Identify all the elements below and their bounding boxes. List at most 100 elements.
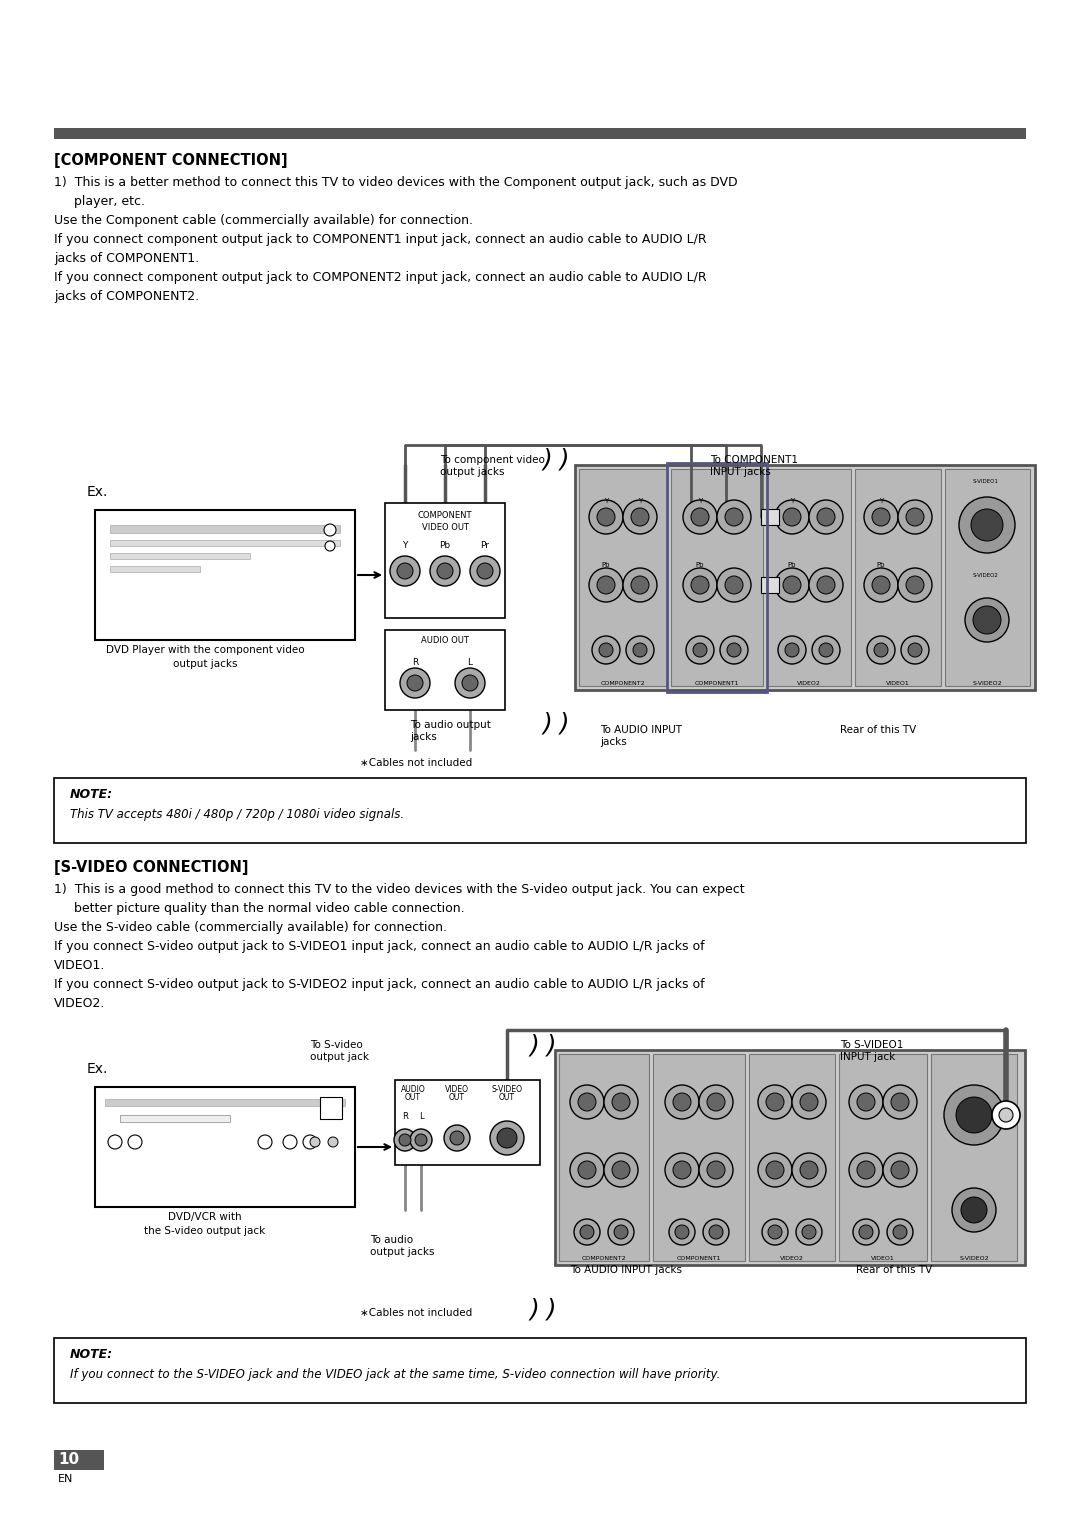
Circle shape [328,1137,338,1148]
Text: ) ): ) ) [530,1297,557,1322]
Circle shape [809,500,843,533]
Circle shape [816,576,835,594]
Circle shape [691,507,708,526]
Text: L: L [419,1112,423,1122]
Circle shape [699,1085,733,1118]
Circle shape [703,1219,729,1245]
Circle shape [897,500,932,533]
Circle shape [683,500,717,533]
Circle shape [725,507,743,526]
Bar [384,630,505,711]
Circle shape [708,1225,723,1239]
Text: Y: Y [604,498,608,504]
Text: R: R [411,659,418,668]
Circle shape [816,507,835,526]
Circle shape [410,1129,432,1151]
Circle shape [853,1219,879,1245]
Text: ) ): ) ) [543,448,570,472]
Circle shape [673,1161,691,1180]
Text: VIDEO: VIDEO [445,1085,469,1094]
Text: If you connect S-video output jack to S-VIDEO2 input jack, connect an audio cabl: If you connect S-video output jack to S-… [54,978,704,992]
Text: S-VIDEO: S-VIDEO [491,1085,523,1094]
Bar [54,1339,1026,1403]
Text: AUDIO: AUDIO [401,1085,426,1094]
Text: jacks of COMPONENT1.: jacks of COMPONENT1. [54,252,199,264]
Text: To S-video
output jack: To S-video output jack [310,1041,369,1062]
Text: This TV accepts 480i / 480p / 720p / 1080i video signals.: This TV accepts 480i / 480p / 720p / 108… [70,808,404,821]
Circle shape [883,1154,917,1187]
Text: 1)  This is a better method to connect this TV to video devices with the Compone: 1) This is a better method to connect th… [54,176,738,189]
Circle shape [901,636,929,665]
Circle shape [762,1219,788,1245]
Circle shape [859,1225,873,1239]
Circle shape [450,1131,464,1144]
Circle shape [407,675,423,691]
Text: Y: Y [879,498,883,504]
Circle shape [956,1097,993,1132]
Text: better picture quality than the normal video cable connection.: better picture quality than the normal v… [54,902,464,915]
Text: OUT: OUT [405,1093,421,1102]
Bar [667,463,767,692]
Text: DVD/VCR with: DVD/VCR with [168,1212,242,1222]
Text: player, etc.: player, etc. [54,196,145,208]
Circle shape [961,1196,987,1222]
Circle shape [874,643,888,657]
Circle shape [864,500,897,533]
Circle shape [604,1154,638,1187]
Text: If you connect to the S-VIDEO jack and the VIDEO jack at the same time, S-video : If you connect to the S-VIDEO jack and t… [70,1368,720,1381]
Circle shape [951,1187,996,1232]
Bar [110,539,340,545]
Circle shape [470,556,500,587]
Circle shape [455,668,485,698]
Circle shape [390,556,420,587]
Circle shape [971,509,1003,541]
Text: To COMPONENT1
INPUT jacks: To COMPONENT1 INPUT jacks [710,455,798,477]
Text: Y: Y [403,541,407,550]
Circle shape [819,643,833,657]
Bar [575,465,1035,691]
Circle shape [775,500,809,533]
Text: Y: Y [638,498,643,504]
Circle shape [633,643,647,657]
Text: the S-video output jack: the S-video output jack [145,1225,266,1236]
Circle shape [872,507,890,526]
Text: OUT: OUT [499,1093,515,1102]
Circle shape [775,568,809,602]
Text: ∗Cables not included: ∗Cables not included [360,758,472,769]
Bar [105,1099,345,1106]
Text: COMPONENT2: COMPONENT2 [600,681,646,686]
Text: EN: EN [58,1475,73,1484]
Circle shape [783,507,801,526]
Circle shape [867,636,895,665]
Bar [761,509,779,526]
Circle shape [908,643,922,657]
Circle shape [693,643,707,657]
Circle shape [966,597,1009,642]
Text: DVD Player with the component video: DVD Player with the component video [106,645,305,656]
Circle shape [686,636,714,665]
Circle shape [768,1225,782,1239]
Circle shape [783,576,801,594]
Text: VIDEO1.: VIDEO1. [54,960,106,972]
Bar [54,1450,104,1470]
Text: To S-VIDEO1
INPUT jack: To S-VIDEO1 INPUT jack [840,1041,903,1062]
Circle shape [626,636,654,665]
Circle shape [415,1134,427,1146]
Circle shape [858,1161,875,1180]
Text: VIDEO OUT: VIDEO OUT [421,523,469,532]
Circle shape [477,562,492,579]
Text: jacks of COMPONENT2.: jacks of COMPONENT2. [54,290,199,303]
Circle shape [675,1225,689,1239]
Circle shape [597,507,615,526]
Text: COMPONENT1: COMPONENT1 [694,681,739,686]
Text: To audio output
jacks: To audio output jacks [410,720,491,741]
Text: ) ): ) ) [530,1033,557,1057]
Circle shape [129,1135,141,1149]
Circle shape [993,1102,1020,1129]
Text: Rear of this TV: Rear of this TV [840,724,916,735]
Circle shape [283,1135,297,1149]
Circle shape [430,556,460,587]
Circle shape [612,1093,630,1111]
Circle shape [707,1161,725,1180]
Text: VIDEO2: VIDEO2 [780,1256,804,1261]
